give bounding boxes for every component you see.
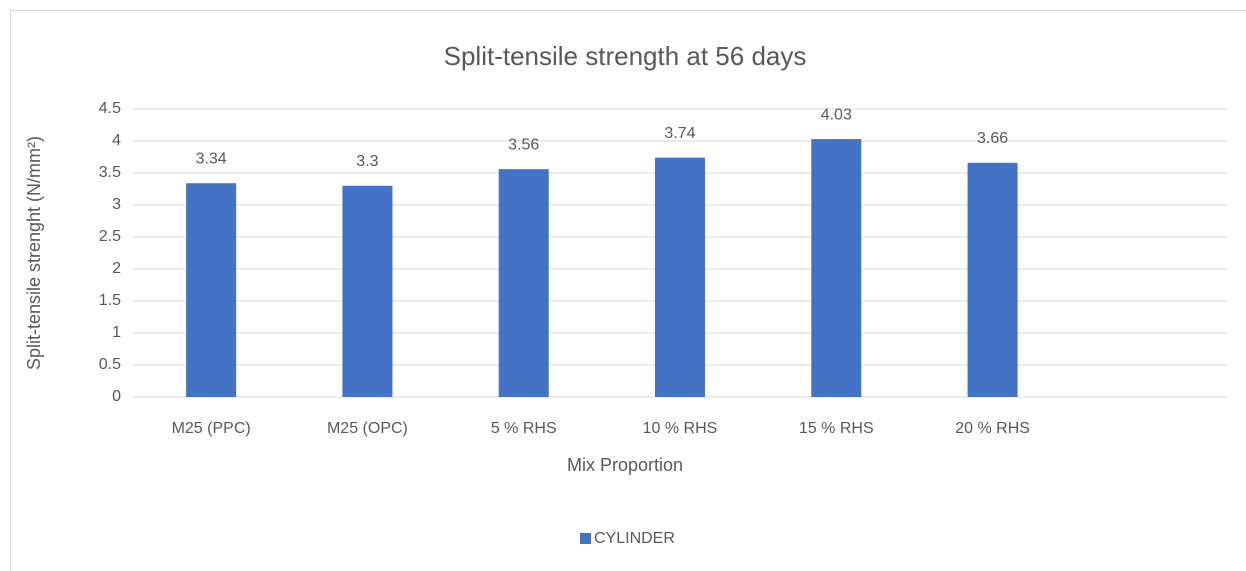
legend-label: CYLINDER — [594, 530, 675, 547]
y-tick-label: 3.5 — [99, 164, 121, 181]
y-tick-label: 1 — [112, 324, 121, 341]
data-label: 3.56 — [508, 136, 539, 153]
x-tick-label: M25 (PPC) — [172, 420, 251, 437]
legend-swatch — [580, 533, 591, 544]
y-tick-label: 4 — [112, 132, 121, 149]
y-axis-label: Split-tensile strenght (N/mm²) — [24, 136, 44, 370]
y-tick-label: 0.5 — [99, 356, 121, 373]
y-tick-label: 1.5 — [99, 292, 121, 309]
data-label: 3.3 — [356, 153, 378, 170]
x-tick-label: 20 % RHS — [955, 420, 1030, 437]
data-label: 3.34 — [196, 150, 227, 167]
y-tick-label: 4.5 — [99, 100, 121, 117]
data-label: 3.66 — [977, 130, 1008, 147]
y-tick-label: 2.5 — [99, 228, 121, 245]
x-tick-label: 15 % RHS — [799, 420, 874, 437]
y-tick-label: 3 — [112, 196, 121, 213]
bar — [811, 139, 862, 397]
bar — [967, 162, 1018, 397]
bar — [654, 157, 706, 397]
x-tick-label: M25 (OPC) — [327, 420, 408, 437]
x-axis-label: Mix Proportion — [567, 455, 683, 475]
bar — [186, 183, 237, 397]
y-tick-label: 0 — [112, 388, 121, 405]
data-label: 3.74 — [664, 125, 695, 142]
chart-title: Split-tensile strength at 56 days — [444, 41, 807, 71]
bar — [342, 185, 393, 397]
x-tick-label: 5 % RHS — [491, 420, 557, 437]
bar — [498, 169, 549, 397]
x-tick-label: 10 % RHS — [643, 420, 718, 437]
data-label: 4.03 — [821, 106, 852, 123]
y-tick-label: 2 — [112, 260, 121, 277]
